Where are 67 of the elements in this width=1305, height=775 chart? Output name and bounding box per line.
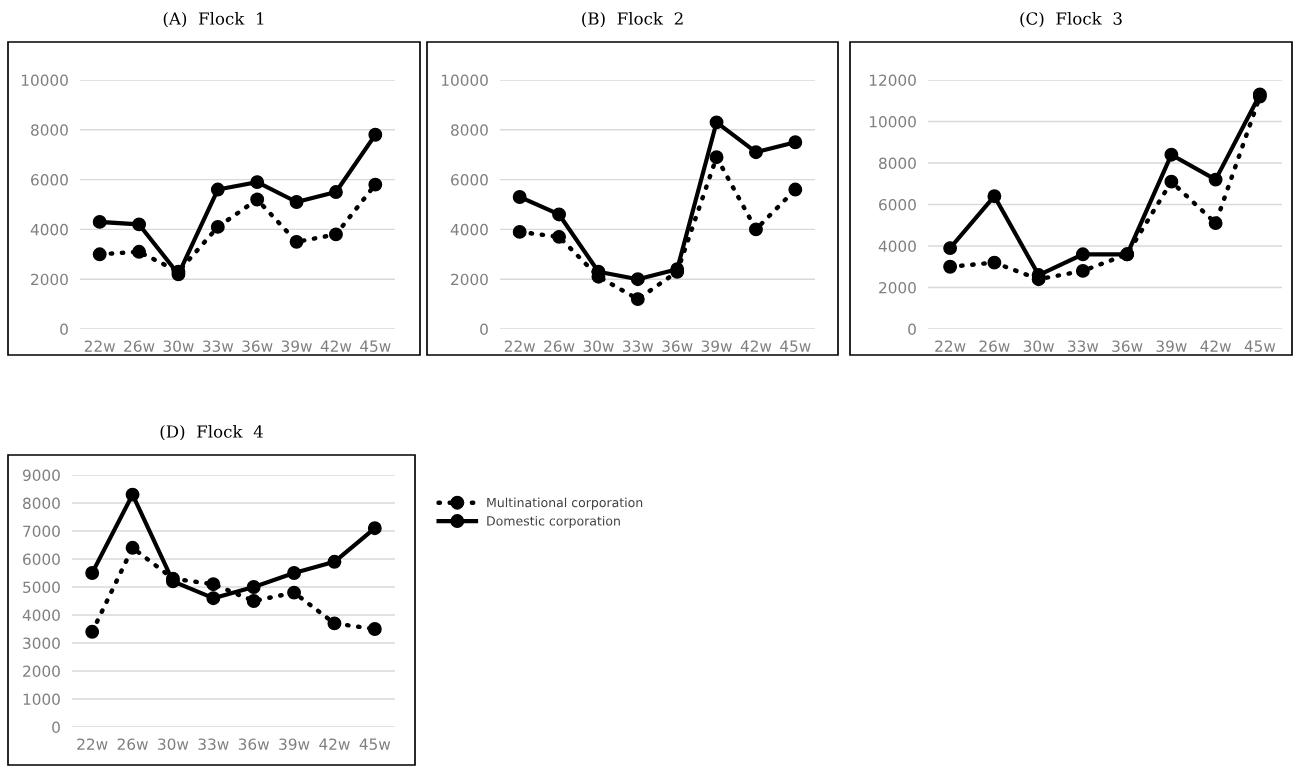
x-tick-label: 33w	[1068, 340, 1099, 352]
y-tick-label: 0	[52, 721, 60, 734]
x-tick-label: 45w	[360, 340, 391, 352]
y-tick-label: 8000	[451, 124, 488, 136]
chart-title: (B) Flock 2	[582, 11, 683, 28]
y-tick-label: 12000	[869, 74, 916, 87]
y-tick-label: 6000	[879, 198, 916, 211]
x-tick-label: 30w	[1023, 340, 1054, 352]
y-tick-label: 1000	[23, 693, 60, 706]
y-tick-label: 2000	[31, 273, 68, 286]
y-tick-label: 6000	[451, 174, 488, 186]
x-tick-label: 30w	[163, 340, 194, 352]
y-tick-label: 4000	[878, 240, 916, 253]
x-tick-label: 45w	[1244, 340, 1276, 352]
y-tick-label: 4000	[22, 609, 60, 622]
x-tick-label: 22w	[77, 738, 108, 750]
x-tick-label: 39w	[279, 738, 310, 750]
x-tick-label: 36w	[1112, 340, 1143, 352]
y-tick-label: 10000	[441, 74, 488, 87]
x-tick-label: 26w	[544, 340, 575, 352]
y-tick-label: 8000	[31, 124, 68, 136]
x-tick-label: 30w	[583, 340, 614, 352]
x-tick-label: 26w	[979, 340, 1010, 352]
y-tick-label: 0	[60, 323, 68, 336]
legend-label: Domestic corporation	[487, 515, 620, 529]
y-tick-label: 0	[480, 323, 488, 336]
y-tick-label: 10000	[21, 74, 68, 87]
x-tick-label: 42w	[319, 738, 350, 750]
chart-title: (C) Flock 3	[1020, 11, 1122, 28]
x-tick-label: 45w	[780, 340, 811, 352]
y-tick-label: 8000	[23, 497, 60, 510]
x-tick-label: 30w	[158, 738, 189, 750]
y-tick-label: 6000	[23, 553, 60, 566]
y-tick-label: 4000	[30, 223, 68, 236]
x-tick-label: 39w	[1156, 340, 1187, 352]
y-tick-label: 2000	[23, 665, 60, 678]
x-tick-label: 36w	[242, 340, 273, 352]
x-tick-label: 39w	[281, 340, 312, 352]
chart-title: (D) Flock 4	[160, 424, 263, 441]
chart-title: (A) Flock 1	[163, 11, 264, 28]
x-tick-label: 26w	[124, 340, 155, 352]
y-tick-label: 4000	[450, 223, 488, 236]
y-tick-label: 2000	[451, 273, 488, 286]
x-tick-label: 42w	[1200, 340, 1231, 352]
x-tick-label: 33w	[203, 340, 234, 352]
y-tick-label: 10000	[869, 115, 916, 128]
y-tick-label: 2000	[879, 281, 916, 294]
x-tick-label: 33w	[623, 340, 654, 352]
x-tick-label: 42w	[740, 340, 772, 352]
x-tick-label: 26w	[117, 738, 148, 750]
x-tick-label: 39w	[701, 340, 732, 352]
x-tick-label: 42w	[320, 340, 352, 352]
y-tick-label: 9000	[22, 469, 60, 482]
x-tick-label: 36w	[238, 738, 270, 750]
legend-label: Multinational corporation	[487, 497, 643, 510]
y-tick-label: 5000	[23, 581, 60, 594]
y-tick-label: 6000	[31, 174, 68, 186]
y-tick-label: 8000	[879, 157, 916, 170]
y-tick-label: 3000	[23, 637, 60, 650]
x-tick-label: 45w	[359, 738, 391, 750]
x-tick-label: 22w	[504, 340, 536, 352]
x-tick-label: 22w	[84, 340, 116, 352]
x-tick-label: 33w	[198, 738, 229, 750]
x-tick-label: 36w	[662, 340, 693, 352]
x-tick-label: 22w	[935, 340, 966, 352]
y-tick-label: 7000	[23, 525, 60, 538]
y-tick-label: 0	[908, 323, 916, 336]
